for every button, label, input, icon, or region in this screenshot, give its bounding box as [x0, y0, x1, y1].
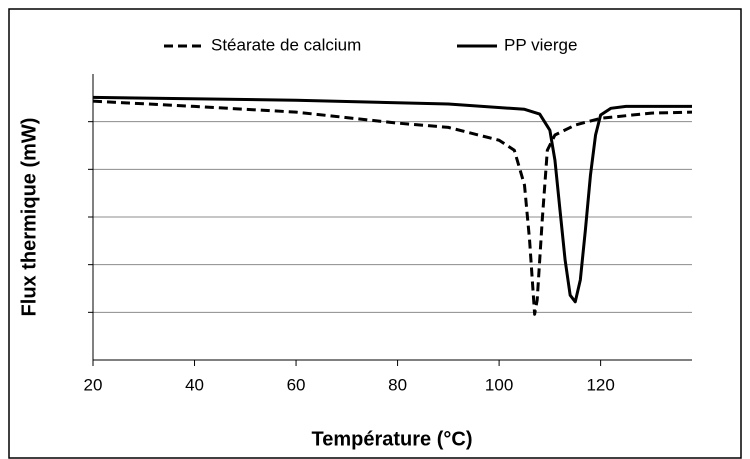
x-tick-label: 100 [485, 375, 513, 394]
x-tick-label: 40 [185, 375, 204, 394]
x-tick-label: 20 [84, 375, 103, 394]
y-axis-title: Flux thermique (mW) [18, 118, 40, 317]
data-line [92, 95, 692, 304]
chart-frame [8, 8, 742, 459]
x-tick-label: 60 [287, 375, 306, 394]
x-tick-label: 120 [586, 375, 614, 394]
legend-label: PP vierge [504, 35, 577, 54]
data-line [92, 99, 693, 316]
x-axis-title: Température (°C) [312, 428, 473, 450]
legend-label: Stéarate de calcium [211, 35, 361, 54]
x-tick-label: 80 [388, 375, 407, 394]
